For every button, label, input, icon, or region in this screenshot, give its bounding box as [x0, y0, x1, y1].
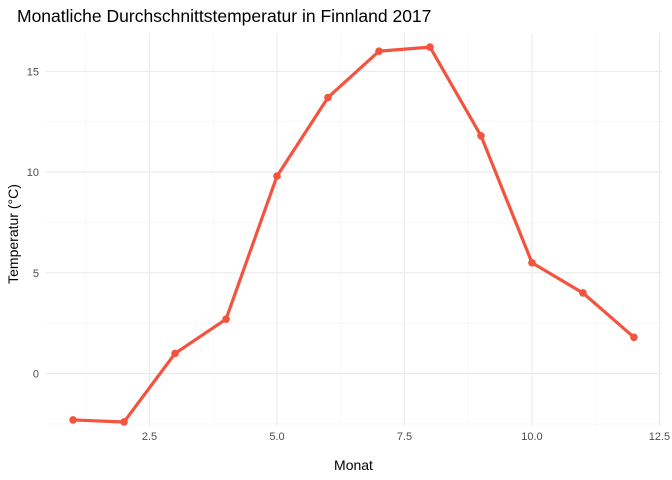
x-axis-title: Monat	[334, 457, 373, 473]
series-layer	[69, 43, 638, 426]
data-point	[477, 131, 485, 140]
y-axis-title: Temperatur (°C)	[5, 184, 21, 284]
y-tick-labels: 0 5 10 15	[27, 66, 39, 380]
series-line	[71, 45, 636, 424]
x-tick-label: 5.0	[269, 431, 284, 443]
x-tick-label: 2.5	[142, 431, 157, 443]
y-tick-label: 5	[33, 268, 39, 280]
data-point	[375, 47, 383, 55]
data-point	[324, 93, 332, 102]
data-point	[222, 315, 230, 323]
data-point	[120, 418, 128, 426]
data-point	[69, 416, 77, 424]
y-tick-label: 0	[33, 369, 39, 381]
minor-grid	[45, 33, 662, 426]
data-point	[579, 289, 587, 297]
y-tick-label: 15	[27, 66, 39, 78]
data-point	[273, 172, 281, 180]
chart-title: Monatliche Durchschnittstemperatur in Fi…	[17, 6, 431, 26]
plot-panel	[45, 33, 662, 426]
x-tick-label: 10.0	[521, 431, 542, 443]
y-tick-label: 10	[27, 167, 39, 179]
x-tick-label: 7.5	[397, 431, 412, 443]
data-point	[171, 349, 179, 358]
x-tick-label: 12.5	[649, 431, 670, 443]
major-grid	[45, 33, 662, 426]
data-point	[528, 258, 536, 267]
data-point	[630, 333, 638, 342]
data-point	[426, 43, 434, 51]
x-tick-labels: 2.5 5.0 7.5 10.0 12.5	[142, 431, 670, 443]
